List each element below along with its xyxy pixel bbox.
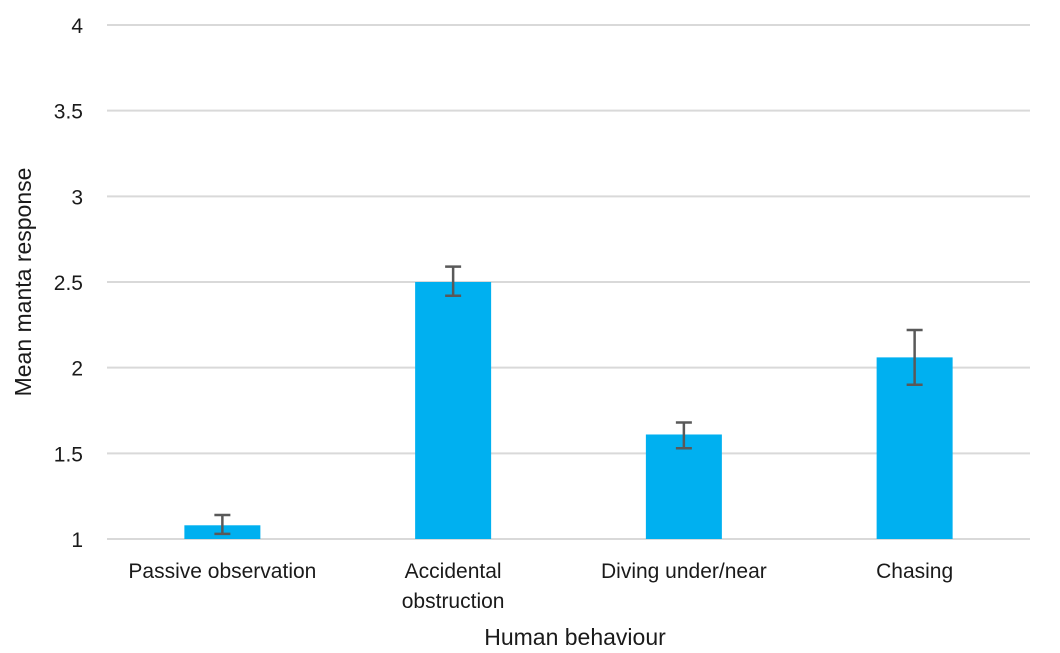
bar	[645, 434, 722, 539]
bars	[184, 282, 953, 539]
error-bar	[445, 265, 462, 297]
x-category-label: Accidental obstruction	[402, 560, 505, 613]
x-category-label: Chasing	[876, 560, 953, 583]
y-tick-label: 3.5	[54, 101, 83, 124]
bar	[876, 357, 953, 539]
error-bar	[675, 421, 692, 450]
y-tick-label: 1	[71, 529, 83, 552]
y-tick-label: 2	[71, 358, 83, 381]
y-tick-label: 2.5	[54, 272, 83, 295]
x-category-label: Passive observation	[128, 560, 316, 583]
y-tick-label: 4	[71, 15, 83, 38]
y-axis-title: Mean manta response	[10, 168, 36, 397]
x-axis-category-labels: Passive observation Accidental obstruction…	[128, 560, 953, 613]
x-axis-title: Human behaviour	[484, 624, 666, 650]
error-bars	[214, 265, 923, 536]
error-bar	[906, 328, 923, 387]
y-tick-label: 3	[71, 186, 83, 209]
bar	[415, 282, 492, 539]
y-tick-label: 1.5	[54, 443, 83, 466]
gridlines	[107, 24, 1030, 540]
x-category-label: Diving under/near	[601, 560, 767, 583]
error-bar	[214, 513, 231, 536]
y-axis-tick-labels: 1 1.5 2 2.5 3 3.5 4	[54, 15, 84, 552]
